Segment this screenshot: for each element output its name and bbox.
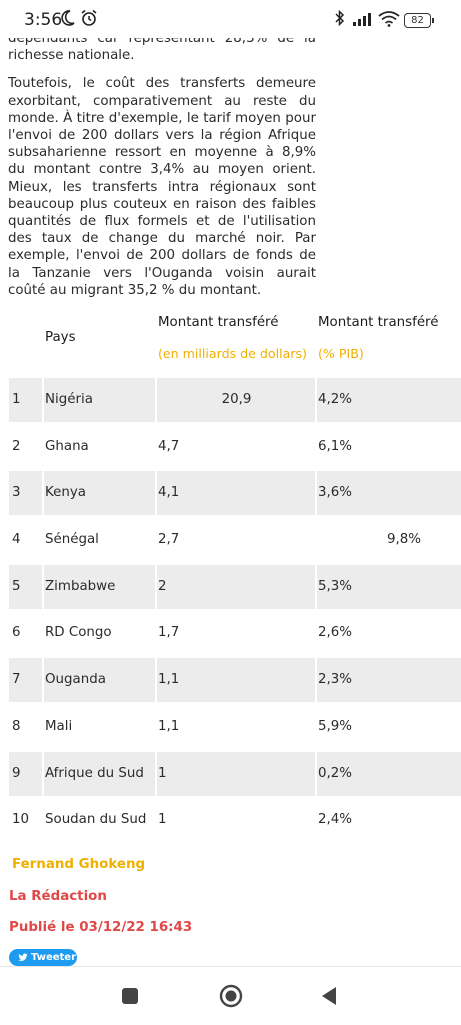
table-row: 1 Nigéria 20,9 4,2% (9, 378, 461, 425)
table-row: 5 Zimbabwe 2 5,3% (9, 564, 461, 612)
table-body: 1 Nigéria 20,9 4,2% 2 Ghana 4,7 6,1% 3 Kenya 4,1 3,… (9, 378, 461, 845)
row-country: Sénégal (45, 532, 99, 548)
system-navigation-bar (0, 966, 461, 1025)
section-label[interactable]: La Rédaction (9, 889, 107, 904)
header-montant-unit: (en milliards de dollars) (158, 346, 307, 361)
row-rank: 6 (12, 625, 21, 641)
row-gdp-share: 0,2% (317, 751, 461, 796)
row-country: Ghana (45, 438, 89, 454)
publish-date: Publié le 03/12/22 16:43 (9, 920, 193, 935)
row-amount: 1,7 (158, 625, 180, 641)
row-gdp-share: 3,6% (317, 471, 461, 516)
table-row: 9 Afrique du Sud 1 0,2% (9, 751, 461, 799)
row-gdp-share: 9,8% (386, 532, 421, 548)
row-amount: 1 (158, 812, 167, 828)
row-rank: 3 (9, 471, 42, 516)
header-montant: Montant transféré (158, 315, 279, 330)
table-row: 2 Ghana 4,7 6,1% (9, 425, 461, 472)
table-row: 6 RD Congo 1,7 2,6% (9, 611, 461, 658)
wifi-icon (378, 11, 400, 27)
table-row: 4 Sénégal 2,7 9,8% (9, 518, 461, 565)
table-row: 10 Soudan du Sud 1 2,4% (9, 798, 461, 845)
status-bar: 3:56 82 (0, 0, 461, 38)
home-button[interactable] (219, 984, 243, 1008)
row-rank: 8 (12, 718, 21, 734)
row-rank: 9 (9, 751, 42, 796)
signal-icon (353, 13, 371, 26)
table-header: Pays Montant transféré (en milliards de … (9, 302, 461, 378)
moon-icon (61, 10, 75, 26)
row-amount: 4,7 (158, 438, 180, 454)
back-button[interactable] (320, 986, 338, 1006)
twitter-bird-icon (18, 953, 28, 961)
row-gdp-share: 5,9% (318, 718, 353, 734)
table-row: 7 Ouganda 1,1 2,3% (9, 658, 461, 705)
row-rank: 2 (12, 438, 21, 454)
row-amount: 2 (157, 564, 315, 609)
row-country: Soudan du Sud (45, 812, 147, 828)
row-gdp-share: 2,6% (318, 625, 353, 641)
author-name[interactable]: Fernand Ghokeng (12, 857, 146, 872)
status-time: 3:56 (24, 10, 63, 30)
row-rank: 10 (12, 812, 30, 828)
row-country: Zimbabwe (44, 564, 155, 609)
row-gdp-share: 2,3% (317, 658, 461, 703)
row-country: Ouganda (44, 658, 155, 703)
battery-indicator: 82 (404, 13, 434, 28)
row-amount: 1,1 (158, 718, 180, 734)
row-gdp-share: 6,1% (318, 438, 353, 454)
row-country: RD Congo (45, 625, 112, 641)
header-pib-unit: (% PIB) (318, 346, 364, 361)
row-rank: 7 (9, 658, 42, 703)
row-amount: 4,1 (157, 471, 315, 516)
row-gdp-share: 2,4% (318, 812, 353, 828)
article-body: dépendants car représentant 28,3% de la … (8, 30, 316, 310)
header-pib: Montant transféré (318, 315, 439, 330)
bluetooth-icon (335, 9, 345, 27)
row-country: Afrique du Sud (44, 751, 155, 796)
row-country: Nigéria (44, 378, 155, 422)
tweet-button[interactable]: Tweeter (9, 949, 77, 966)
row-amount: 1 (157, 751, 315, 796)
table-row: 8 Mali 1,1 5,9% (9, 705, 461, 752)
row-amount: 2,7 (158, 532, 180, 548)
recent-apps-button[interactable] (121, 987, 139, 1005)
row-rank: 5 (9, 564, 42, 609)
row-amount: 20,9 (157, 378, 315, 422)
row-rank: 4 (12, 532, 21, 548)
alarm-icon (81, 9, 97, 26)
remittance-table: Pays Montant transféré (en milliards de … (9, 302, 461, 845)
article-paragraph: Toutefois, le coût des transferts demeur… (8, 76, 316, 298)
row-amount: 1,1 (157, 658, 315, 703)
row-gdp-share: 5,3% (317, 564, 461, 609)
row-country: Kenya (44, 471, 155, 516)
row-rank: 1 (9, 378, 42, 422)
table-row: 3 Kenya 4,1 3,6% (9, 471, 461, 518)
tweet-label: Tweeter (31, 952, 77, 963)
row-country: Mali (45, 718, 73, 734)
row-gdp-share: 4,2% (317, 378, 461, 422)
header-pays: Pays (45, 330, 76, 345)
